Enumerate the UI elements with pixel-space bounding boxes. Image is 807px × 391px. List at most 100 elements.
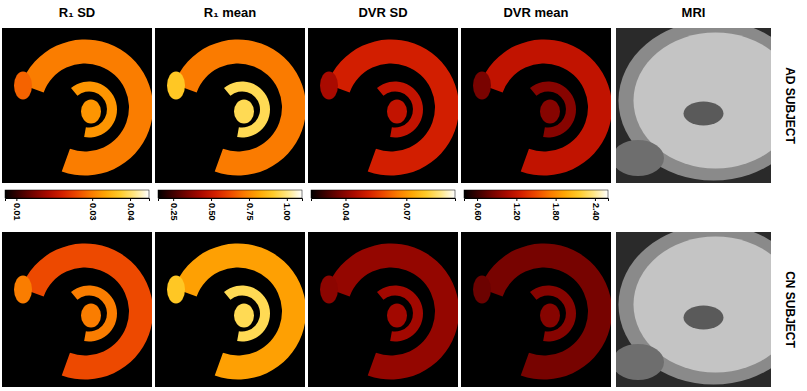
- tick-mark: [16, 198, 17, 201]
- lobe-region: [473, 72, 491, 100]
- colorbar-axis-line: [159, 199, 303, 202]
- column-title: DVR mean: [503, 5, 568, 20]
- mri-temporal: [616, 344, 664, 380]
- colorbar-axis: 0.01 0.03 0.04: [6, 198, 150, 221]
- cortex-region: [480, 243, 611, 379]
- tick-label: 1.80: [551, 203, 561, 221]
- tick-label: 2.40: [591, 203, 601, 221]
- mri-temporal: [616, 140, 664, 176]
- tick-label: 0.04: [126, 203, 136, 221]
- cortex-region: [21, 39, 152, 175]
- tick-mark: [130, 198, 131, 201]
- deep-region: [530, 82, 576, 138]
- mri-ventricle: [684, 306, 724, 330]
- deep-region-group: [224, 82, 270, 138]
- tick-mark: [345, 198, 346, 201]
- cortex-region: [327, 39, 458, 175]
- deep-region: [224, 82, 270, 138]
- deep-region: [377, 82, 423, 138]
- deep-region: [224, 286, 270, 342]
- colorbar-tick: 0.50: [207, 198, 217, 221]
- map-panel: [473, 39, 611, 175]
- map-panel: [14, 243, 152, 379]
- cortex-region: [21, 243, 152, 379]
- colorbar-tick: 1.00: [282, 198, 292, 221]
- colorbar-tick: 0.01: [12, 198, 22, 221]
- deep-region: [81, 304, 101, 328]
- colorbar-tick: 0.04: [341, 198, 351, 221]
- lobe-region: [167, 276, 185, 304]
- lobe-region: [167, 72, 185, 100]
- lobe-region: [14, 276, 32, 304]
- tick-label: 0.04: [341, 203, 351, 221]
- row-label: AD SUBJECT: [783, 67, 797, 144]
- colorbar: [158, 190, 302, 198]
- lobe-region: [320, 72, 338, 100]
- map-panel: [320, 243, 458, 379]
- tick-mark: [477, 198, 478, 201]
- deep-region: [71, 286, 117, 342]
- tick-label: 0.50: [207, 203, 217, 221]
- tick-mark: [595, 198, 596, 201]
- colorbar-tick: 1.80: [551, 198, 561, 221]
- cortex-region: [174, 243, 305, 379]
- cortex-region: [327, 243, 458, 379]
- deep-region-group: [71, 286, 117, 342]
- lobe-region: [14, 72, 32, 100]
- cortex-region: [174, 39, 305, 175]
- colorbar-tick: 0.03: [88, 198, 98, 221]
- tick-mark: [249, 198, 250, 201]
- colorbar: [5, 190, 149, 198]
- colorbar-tick: 0.60: [473, 198, 483, 221]
- colorbar-tick: 0.07: [402, 198, 412, 221]
- tick-mark: [556, 198, 557, 201]
- colorbar-tick: 0.25: [169, 198, 179, 221]
- tick-mark: [211, 198, 212, 201]
- map-panel: [14, 39, 152, 175]
- colorbar-tick: 0.75: [245, 198, 255, 221]
- cortex-region: [480, 39, 611, 175]
- colorbar-axis-line: [6, 199, 150, 202]
- lobe-region: [473, 276, 491, 304]
- colorbar-axis-line: [312, 199, 456, 202]
- tick-label: 0.60: [473, 203, 483, 221]
- tick-mark: [406, 198, 407, 201]
- colorbar-tick: 0.04: [126, 198, 136, 221]
- map-panel: [473, 243, 611, 379]
- map-panel: [320, 39, 458, 175]
- colorbar: [311, 190, 455, 198]
- mri-ventricle: [684, 102, 724, 126]
- tick-label: 0.03: [88, 203, 98, 221]
- tick-label: 0.01: [12, 203, 22, 221]
- deep-region: [540, 304, 560, 328]
- column-title: R₁ SD: [59, 5, 95, 20]
- colorbar-tick: 1.20: [512, 198, 522, 221]
- tick-label: 0.75: [245, 203, 255, 221]
- mri-image: [616, 28, 771, 183]
- colorbar: [464, 190, 608, 198]
- tick-label: 0.25: [169, 203, 179, 221]
- tick-mark: [173, 198, 174, 201]
- deep-region: [377, 286, 423, 342]
- deep-region-group: [377, 286, 423, 342]
- mri-image: [616, 232, 771, 387]
- tick-mark: [287, 198, 288, 201]
- deep-region: [234, 304, 254, 328]
- tick-mark: [516, 198, 517, 201]
- deep-region: [530, 286, 576, 342]
- tick-label: 1.20: [512, 203, 522, 221]
- colorbar-tick: 2.40: [591, 198, 601, 221]
- tick-label: 1.00: [282, 203, 292, 221]
- lobe-region: [320, 276, 338, 304]
- colorbar-axis: 0.25 0.50 0.75 1.00: [159, 198, 303, 221]
- row-label: CN SUBJECT: [783, 271, 797, 348]
- map-panel: [167, 39, 305, 175]
- tick-mark: [92, 198, 93, 201]
- column-title: R₁ mean: [204, 5, 256, 20]
- deep-region: [540, 100, 560, 124]
- deep-region-group: [530, 286, 576, 342]
- deep-region: [71, 82, 117, 138]
- figure: R₁ SDR₁ meanDVR SDDVR meanMRIAD SUBJECTC…: [0, 0, 807, 391]
- column-title: MRI: [682, 5, 706, 20]
- deep-region-group: [377, 82, 423, 138]
